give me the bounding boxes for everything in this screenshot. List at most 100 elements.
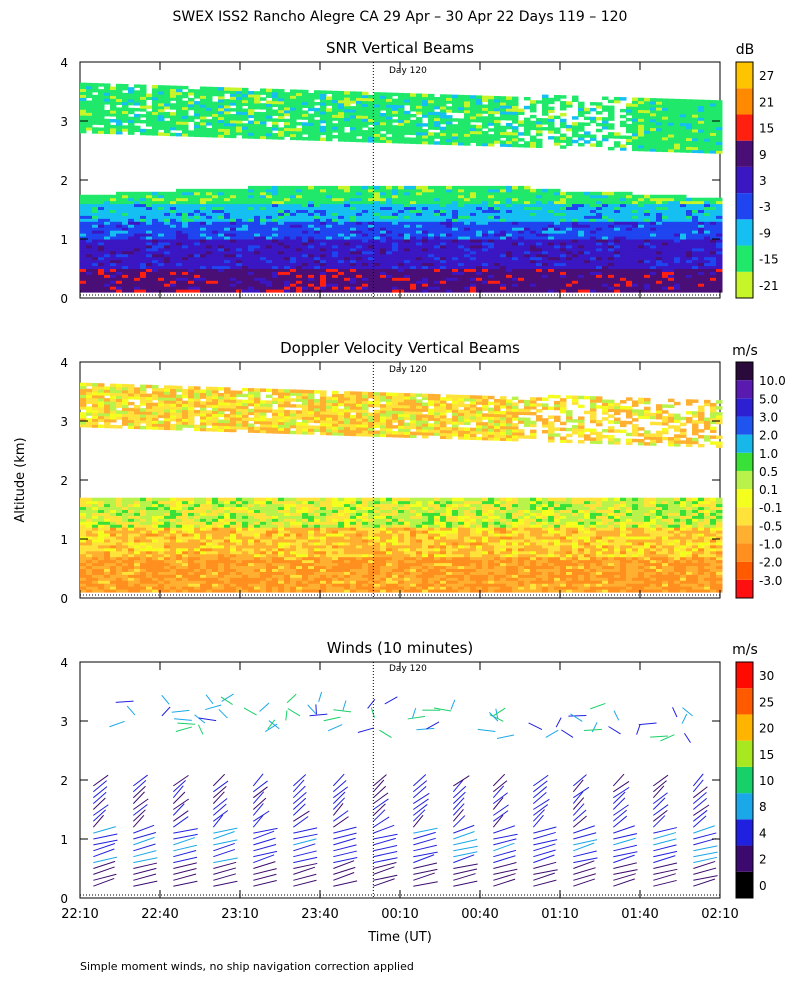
heatmap-cell: [392, 227, 399, 231]
heatmap-cell: [422, 197, 429, 202]
heatmap-cell: [116, 122, 123, 126]
heatmap-cell: [122, 233, 129, 237]
heatmap-cell: [344, 135, 351, 139]
heatmap-cell: [434, 206, 441, 210]
heatmap-cell: [596, 102, 603, 106]
heatmap-cell: [206, 89, 213, 94]
heatmap-cell: [560, 112, 567, 117]
heatmap-cell: [482, 116, 489, 120]
heatmap-cell: [422, 218, 429, 222]
heatmap-cell: [224, 277, 231, 281]
heatmap-cell: [230, 250, 237, 255]
heatmap-cell: [674, 140, 681, 144]
heatmap-cell: [266, 256, 273, 261]
heatmap-cell: [476, 136, 483, 141]
heatmap-cell: [152, 239, 159, 243]
heatmap-cell: [440, 247, 447, 252]
heatmap-cell: [548, 271, 555, 275]
heatmap-cell: [548, 221, 555, 225]
heatmap-cell: [644, 100, 651, 105]
heatmap-cell: [458, 259, 465, 264]
heatmap-cell: [362, 115, 369, 119]
heatmap-cell: [164, 206, 171, 210]
heatmap-cell: [530, 280, 537, 284]
heatmap-cell: [182, 236, 189, 240]
heatmap-cell: [578, 233, 585, 237]
heatmap-cell: [212, 92, 219, 97]
heatmap-cell: [188, 230, 195, 234]
heatmap-cell: [308, 206, 315, 210]
heatmap-cell: [320, 274, 327, 278]
heatmap-cell: [212, 128, 219, 132]
heatmap-cell: [614, 247, 621, 252]
heatmap-cell: [272, 283, 279, 287]
heatmap-cell: [608, 135, 615, 139]
heatmap-cell: [308, 227, 315, 231]
heatmap-cell: [602, 289, 609, 293]
heatmap-cell: [536, 265, 543, 269]
heatmap-cell: [416, 265, 423, 269]
heatmap-cell: [476, 212, 483, 216]
heatmap-cell: [668, 142, 675, 147]
heatmap-cell: [338, 271, 345, 275]
heatmap-cell: [98, 118, 105, 123]
heatmap-cell: [470, 239, 477, 243]
heatmap-cell: [560, 265, 567, 269]
heatmap-cell: [290, 280, 297, 284]
heatmap-cell: [230, 108, 237, 112]
heatmap-cell: [368, 185, 375, 190]
heatmap-cell: [398, 95, 405, 100]
heatmap-cell: [662, 104, 669, 108]
heatmap-cell: [512, 108, 519, 112]
heatmap-cell: [494, 241, 501, 246]
heatmap-cell: [170, 280, 177, 284]
heatmap-cell: [260, 250, 267, 255]
heatmap-cell: [116, 289, 123, 293]
heatmap-cell: [404, 116, 411, 121]
heatmap-cell: [134, 93, 141, 97]
heatmap-cell: [146, 209, 153, 213]
heatmap-cell: [272, 253, 279, 258]
heatmap-cell: [602, 194, 609, 199]
heatmap-cell: [596, 197, 603, 202]
heatmap-cell: [98, 271, 105, 275]
heatmap-cell: [446, 206, 453, 210]
heatmap-cell: [488, 259, 495, 264]
heatmap-cell: [518, 203, 525, 208]
heatmap-cell: [218, 253, 225, 258]
heatmap-cell: [122, 280, 129, 284]
heatmap-cell: [632, 124, 639, 128]
heatmap-cell: [476, 283, 483, 287]
heatmap-cell: [290, 271, 297, 275]
heatmap-cell: [278, 103, 285, 108]
heatmap-cell: [368, 139, 375, 143]
heatmap-cell: [560, 221, 567, 225]
heatmap-cell: [338, 132, 345, 136]
heatmap-cell: [266, 247, 273, 252]
heatmap-cell: [614, 250, 621, 255]
heatmap-cell: [194, 221, 201, 225]
heatmap-cell: [380, 268, 387, 272]
heatmap-cell: [536, 100, 543, 104]
heatmap-cell: [218, 110, 225, 115]
heatmap-cell: [386, 107, 393, 111]
heatmap-cell: [506, 143, 513, 148]
heatmap-cell: [146, 265, 153, 269]
heatmap-cell: [206, 128, 213, 132]
heatmap-cell: [170, 120, 177, 125]
heatmap-cell: [476, 98, 483, 102]
heatmap-cell: [146, 206, 153, 210]
heatmap-cell: [314, 107, 321, 112]
heatmap-cell: [620, 227, 627, 231]
heatmap-cell: [320, 268, 327, 272]
heatmap-cell: [494, 131, 501, 135]
heatmap-cell: [296, 247, 303, 252]
heatmap-cell: [332, 197, 339, 202]
heatmap-cell: [668, 218, 675, 222]
heatmap-cell: [260, 239, 267, 243]
heatmap-cell: [212, 218, 219, 222]
heatmap-cell: [542, 277, 549, 281]
heatmap-cell: [284, 286, 291, 290]
heatmap-cell: [230, 259, 237, 264]
heatmap-cell: [134, 218, 141, 222]
